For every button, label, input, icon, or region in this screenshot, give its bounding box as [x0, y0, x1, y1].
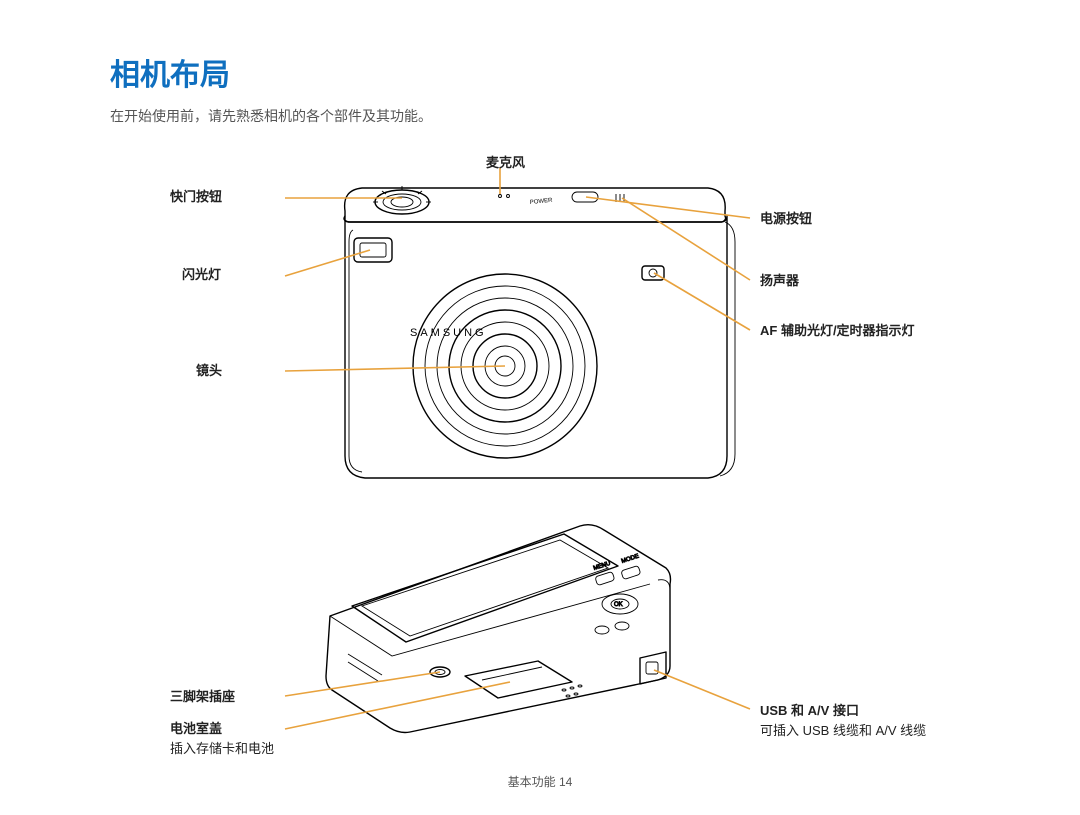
label-flash: 闪光灯 — [182, 264, 221, 283]
page-footer: 基本功能 14 — [0, 773, 1080, 790]
label-mic: 麦克风 — [486, 152, 525, 171]
label-usb: USB 和 A/V 接口 — [760, 700, 859, 719]
page-subtitle: 在开始使用前，请先熟悉相机的各个部件及其功能。 — [110, 106, 970, 126]
label-power: 电源按钮 — [760, 208, 812, 227]
svg-text:OK: OK — [614, 602, 623, 608]
brand-text: SAMSUNG — [410, 327, 487, 339]
svg-text:MODE: MODE — [621, 554, 640, 565]
page-title: 相机布局 — [110, 50, 970, 94]
camera-diagram-svg: .ol { fill:none; stroke:#000; stroke-wid… — [110, 156, 970, 746]
label-lens: 镜头 — [196, 360, 222, 379]
svg-text:POWER: POWER — [530, 198, 554, 206]
label-shutter: 快门按钮 — [170, 186, 222, 205]
label-af: AF 辅助光灯/定时器指示灯 — [760, 320, 915, 339]
leader-lines — [285, 168, 750, 729]
label-battery: 电池室盖 — [170, 718, 222, 737]
diagram-area: .ol { fill:none; stroke:#000; stroke-wid… — [110, 156, 970, 746]
label-usb-sub: 可插入 USB 线缆和 A/V 线缆 — [760, 720, 926, 739]
label-tripod: 三脚架插座 — [170, 686, 235, 705]
label-battery-sub: 插入存储卡和电池 — [170, 738, 274, 757]
label-speaker: 扬声器 — [760, 270, 799, 289]
